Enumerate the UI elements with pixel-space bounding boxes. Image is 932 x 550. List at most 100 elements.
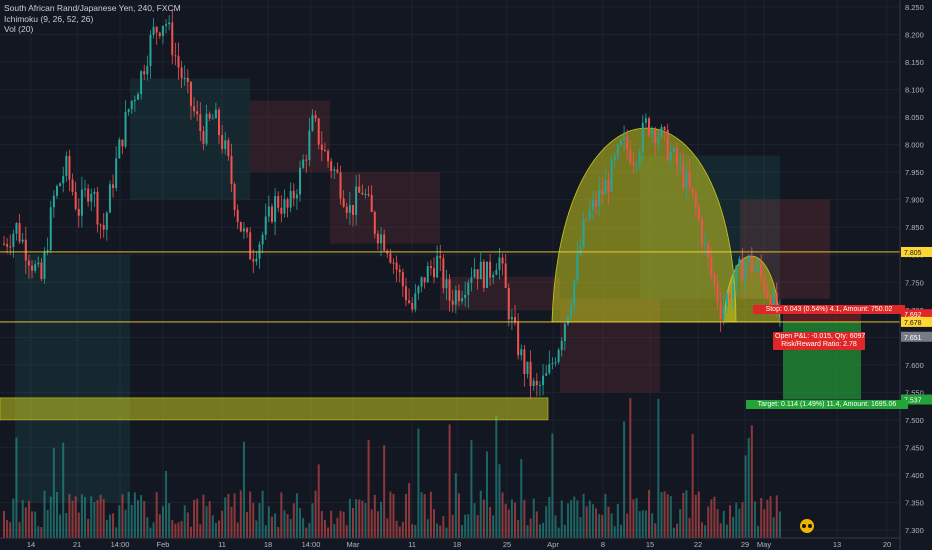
candle-body [289, 190, 292, 208]
volume-bar [644, 510, 647, 538]
volume-bar [317, 464, 320, 538]
price-tick-label: 7.550 [905, 388, 924, 397]
volume-bar [507, 509, 510, 538]
time-tick-label: 22 [694, 540, 702, 549]
volume-bar [27, 500, 30, 538]
candle-body [130, 100, 133, 110]
time-axis[interactable]: 14 21 14:00 Feb 11 18 14:00 Mar 11 18 25 Apr 8 15 22 29… [0, 537, 900, 549]
candle-body [395, 262, 398, 270]
candle-body [258, 244, 261, 259]
candle-body [694, 193, 697, 207]
ichimoku-cloud-segment [15, 254, 130, 503]
candle-body [691, 187, 694, 194]
volume-bar [666, 494, 669, 538]
volume-bar [149, 527, 152, 538]
volume-bar [398, 526, 401, 538]
volume-bar [439, 525, 442, 538]
candle-body [669, 151, 672, 161]
candle-body [510, 317, 513, 320]
ichimoku-cloud-segment [330, 172, 440, 244]
candle-body [136, 93, 139, 100]
volume-bar [704, 525, 707, 538]
candle-body [27, 260, 30, 266]
volume-bar [529, 518, 532, 538]
candle-body [6, 243, 9, 247]
volume-bar [99, 494, 102, 538]
candle-body [267, 206, 270, 217]
volume-bar [59, 514, 62, 538]
volume-bar [719, 523, 722, 538]
legend-volume[interactable]: Vol (20) [4, 24, 34, 34]
candle-body [601, 189, 604, 195]
volume-bar [722, 510, 725, 538]
volume-bar [299, 508, 302, 538]
volume-bar [380, 501, 383, 538]
volume-bar [710, 499, 713, 538]
candle-body [707, 243, 710, 258]
volume-bar [735, 502, 738, 538]
volume-bar [648, 490, 651, 538]
candle-body [517, 322, 520, 356]
candle-body [74, 191, 77, 209]
candle-body [619, 139, 622, 145]
volume-bar [504, 503, 507, 538]
candlesticks [3, 10, 781, 400]
candle-body [177, 55, 180, 68]
candle-body [112, 184, 115, 189]
candle-body [196, 111, 199, 115]
tradingview-logo-icon [800, 519, 814, 533]
volume-bar [373, 494, 376, 538]
ichimoku-cloud-segment [250, 100, 330, 173]
candle-body [457, 290, 460, 302]
candle-body [345, 206, 348, 213]
candle-body [576, 254, 579, 280]
legend-ichimoku[interactable]: Ichimoku (9, 26, 52, 26) [4, 13, 94, 24]
volume-bar [280, 492, 283, 538]
time-tick-label: 11 [408, 540, 416, 549]
candle-body [55, 186, 58, 196]
candle-body [277, 196, 280, 208]
volume-bar [62, 442, 65, 538]
candle-body [155, 26, 158, 33]
support-zone-rect [0, 397, 549, 421]
candle-body [193, 106, 196, 112]
candle-body [725, 293, 728, 307]
price-tick-label: 8.100 [905, 86, 924, 95]
candle-body [763, 276, 766, 292]
candle-body [342, 198, 345, 207]
volume-bar [467, 514, 470, 538]
target-label: Target: 0.114 (1.49%) 11.4, Amount: 1695… [746, 400, 908, 409]
candle-body [504, 263, 507, 288]
volume-bar [31, 511, 34, 538]
volume-bar [364, 503, 367, 538]
candle-body [439, 255, 442, 259]
candle-body [470, 277, 473, 283]
candle-body [591, 199, 594, 210]
volume-bar [436, 523, 439, 538]
candle-body [697, 206, 700, 220]
volume-bar [218, 520, 221, 538]
volume-bar [598, 513, 601, 538]
candle-body [261, 234, 264, 245]
candle-body [760, 263, 763, 277]
volume-bar [40, 527, 43, 538]
price-axis[interactable]: 8.250 8.200 8.150 8.100 8.050 8.000 7.950 7.900… [899, 0, 932, 550]
volume-bar [270, 516, 273, 538]
price-tick-label: 8.200 [905, 31, 924, 40]
candle-body [651, 129, 654, 135]
candle-body [302, 159, 305, 168]
volume-bar [563, 524, 566, 538]
volume-bar [46, 509, 49, 538]
volume-bar [616, 503, 619, 538]
legend-symbol[interactable]: South African Rand/Japanese Yen, 240, FX… [4, 3, 181, 13]
volume-bar [24, 507, 27, 538]
candle-body [31, 265, 34, 271]
candle-body [140, 71, 143, 94]
volume-bar [34, 511, 37, 538]
volume-bar [408, 483, 411, 538]
volume-bar [498, 464, 501, 538]
candle-body [389, 253, 392, 263]
candle-body [451, 300, 454, 305]
